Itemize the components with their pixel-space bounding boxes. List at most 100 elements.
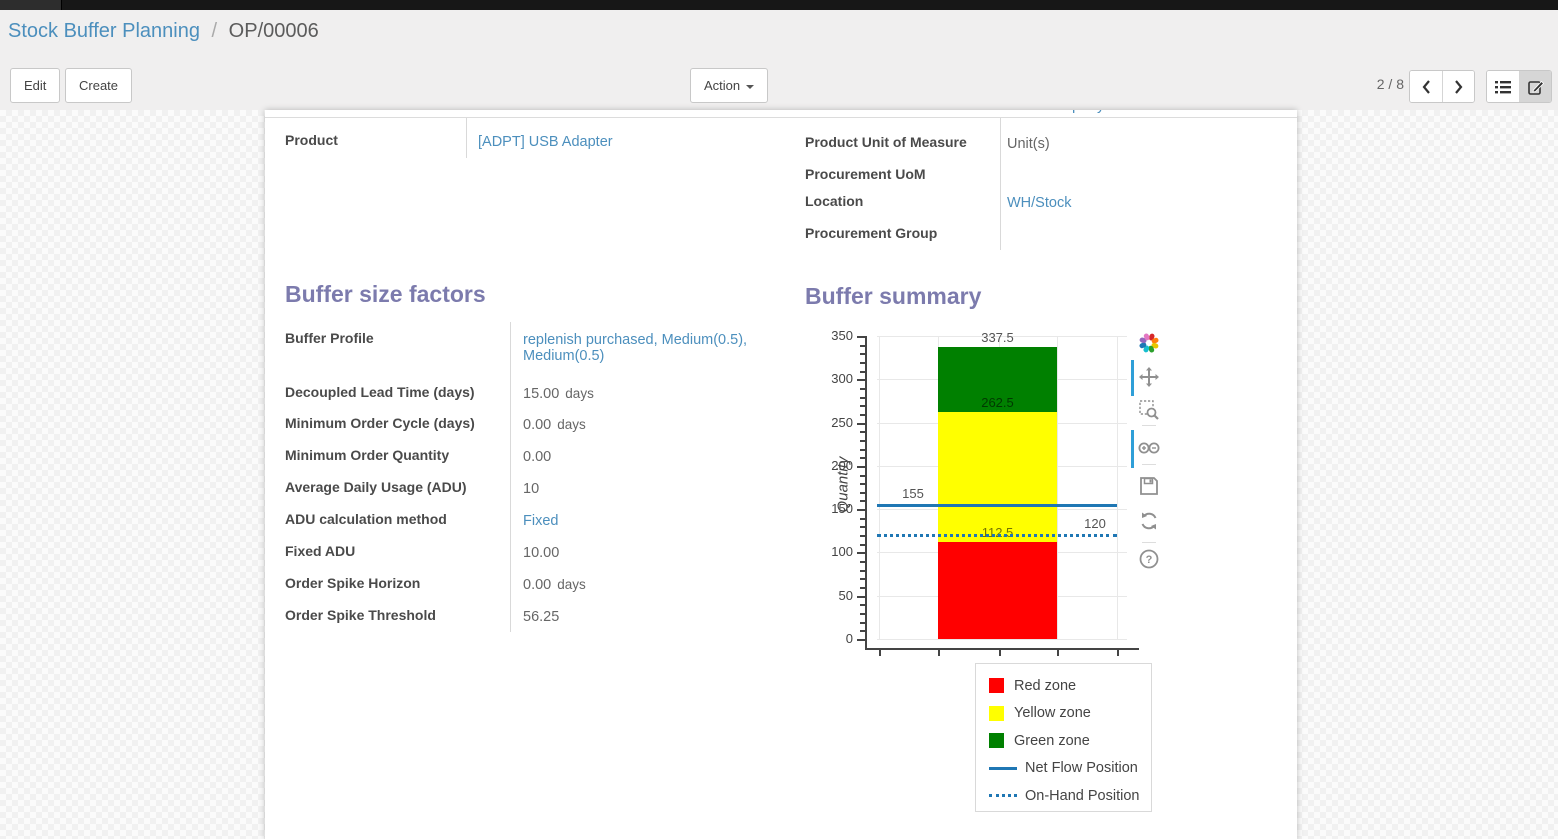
edit-button[interactable]: Edit [10, 68, 61, 103]
procurement-group-label: Procurement Group [805, 225, 938, 241]
chart-gridline-v [879, 336, 880, 639]
zone-boundary-label: 337.5 [981, 329, 1014, 345]
create-button[interactable]: Create [65, 68, 133, 103]
fixed-adu-value: 10.00 [523, 545, 560, 561]
pan-icon[interactable] [1138, 366, 1160, 388]
order-spike-horizon-value: 0.00 days [523, 577, 586, 593]
chart-gridline-h [877, 639, 1127, 640]
y-tick [860, 613, 865, 616]
y-tick-label: 350 [831, 328, 853, 343]
hline-label: 155 [902, 485, 924, 501]
caret-down-icon [746, 84, 755, 89]
group-separator [466, 118, 467, 158]
view-switcher [1486, 70, 1552, 103]
y-tick [860, 457, 865, 460]
buffer-summary-title: Buffer summary [805, 283, 982, 309]
reset-axes-icon[interactable] [1138, 510, 1160, 532]
top-menu-strip-left [0, 0, 62, 10]
zone-boundary-label: 112.5 [981, 524, 1014, 540]
zoom-box-icon[interactable] [1138, 399, 1160, 421]
group-separator [1000, 118, 1001, 250]
y-tick [860, 517, 865, 520]
plotly-logo-icon[interactable] [1138, 332, 1160, 354]
group-separator [510, 322, 511, 632]
row-divider [265, 117, 1297, 118]
pager-next-button[interactable] [1442, 71, 1474, 102]
y-tick [857, 379, 865, 382]
buffer-size-factors-title: Buffer size factors [285, 281, 486, 307]
legend-swatch [989, 766, 1017, 770]
legend-label: Yellow zone [1014, 705, 1091, 722]
help-icon[interactable]: ? [1138, 548, 1160, 570]
y-tick-label: 250 [831, 414, 853, 430]
buffer-profile-link[interactable]: replenish purchased, Medium(0.5), Medium… [523, 332, 748, 364]
save-icon[interactable] [1138, 475, 1160, 497]
y-tick [860, 413, 865, 416]
hline-on-hand-position [877, 534, 1117, 538]
legend-swatch [989, 705, 1004, 721]
company-link[interactable]: Main company [1007, 110, 1105, 114]
min-order-cycle-label: Minimum Order Cycle (days) [285, 415, 475, 431]
legend-item-green-zone[interactable]: Green zone [976, 727, 1151, 755]
y-tick [857, 552, 865, 555]
y-tick [860, 387, 865, 390]
list-view-button[interactable] [1487, 71, 1519, 102]
legend-item-on-hand-position[interactable]: On-Hand Position [976, 782, 1151, 810]
breadcrumb-parent-link[interactable]: Stock Buffer Planning [8, 20, 200, 42]
min-order-qty-value: 0.00 [523, 449, 552, 465]
list-view-icon [1495, 80, 1511, 93]
y-tick [857, 509, 865, 512]
adu-label: Average Daily Usage (ADU) [285, 479, 467, 495]
legend-swatch [989, 733, 1004, 749]
product-value-link[interactable]: [ADPT] USB Adapter [478, 134, 613, 150]
y-tick [860, 621, 865, 624]
y-tick [860, 500, 865, 503]
location-value-link[interactable]: WH/Stock [1007, 195, 1072, 211]
y-tick [860, 361, 865, 364]
legend-label: On-Hand Position [1025, 787, 1140, 804]
chart-gridline-v [1117, 336, 1118, 639]
legend-item-net-flow-position[interactable]: Net Flow Position [976, 755, 1151, 783]
decoupled-lead-time-value: 15.00 days [523, 386, 594, 402]
y-tick [860, 405, 865, 408]
buffer-summary-chart: 112.5 262.5 337.5 155 120 0 50 100 150 200 250 300 3… [265, 110, 1297, 839]
y-tick [857, 595, 865, 598]
modebar-active-indicator [1131, 360, 1134, 396]
pager-previous-button[interactable] [1410, 71, 1442, 102]
legend-item-red-zone[interactable]: Red zone [976, 672, 1151, 700]
control-panel: Stock Buffer Planning / OP/00006 Edit Cr… [0, 10, 1558, 110]
form-sheet: Main company Product [ADPT] USB Adapter … [265, 110, 1297, 839]
modebar-separator [1142, 425, 1156, 426]
y-tick-label: 100 [831, 544, 853, 560]
zone-bar-yellow-zone [938, 411, 1057, 542]
y-tick [860, 578, 865, 581]
y-tick-label: 300 [831, 371, 853, 387]
chart-gridline-v [1057, 336, 1058, 639]
y-tick-label: 150 [831, 501, 853, 517]
procurement-uom-label: Procurement UoM [805, 166, 926, 182]
pager-value[interactable]: 2 / 8 [1376, 76, 1404, 92]
breadcrumb-separator: / [211, 20, 218, 42]
y-tick [860, 448, 865, 451]
adu-method-label: ADU calculation method [285, 511, 447, 527]
chevron-left-icon [1422, 79, 1430, 94]
zoom-in-out-icon[interactable] [1138, 438, 1160, 460]
legend-label: Net Flow Position [1025, 760, 1138, 777]
chevron-right-icon [1455, 79, 1463, 94]
y-tick [860, 483, 865, 486]
hline-net-flow-position [877, 503, 1117, 507]
adu-method-link[interactable]: Fixed [523, 513, 559, 529]
breadcrumb-current: OP/00006 [228, 20, 319, 42]
action-dropdown-button[interactable]: Action [690, 68, 769, 103]
y-axis-line [865, 336, 867, 648]
x-axis-line [865, 648, 1139, 650]
chart-legend: Red zone Yellow zone Green zone Net Flow Po… [975, 663, 1152, 812]
legend-label: Green zone [1014, 732, 1090, 749]
y-tick [860, 344, 865, 347]
form-view-button[interactable] [1519, 71, 1551, 102]
x-tick [999, 650, 1001, 656]
y-tick-label: 0 [845, 631, 853, 646]
legend-item-yellow-zone[interactable]: Yellow zone [976, 700, 1151, 728]
decoupled-lead-time-label: Decoupled Lead Time (days) [285, 384, 475, 400]
